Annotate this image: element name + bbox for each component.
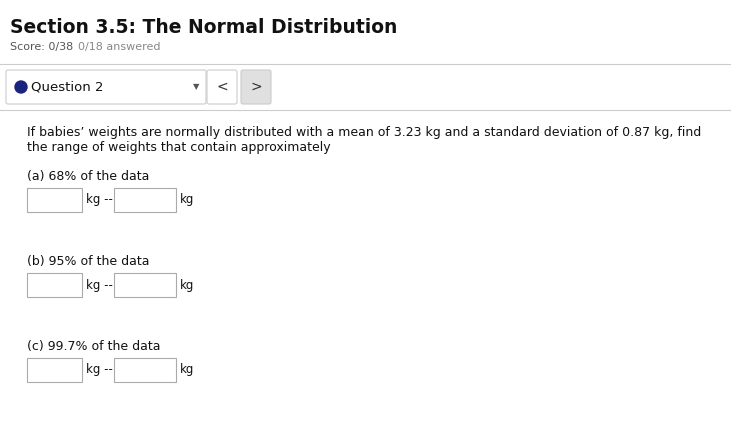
Text: (b) 95% of the data: (b) 95% of the data (27, 255, 150, 268)
Text: the range of weights that contain approximately: the range of weights that contain approx… (27, 141, 330, 154)
Text: kg --: kg -- (86, 278, 113, 291)
Text: Section 3.5: The Normal Distribution: Section 3.5: The Normal Distribution (10, 18, 398, 37)
Text: ▼: ▼ (193, 82, 200, 91)
Text: kg: kg (180, 278, 194, 291)
Text: (c) 99.7% of the data: (c) 99.7% of the data (27, 340, 161, 353)
FancyBboxPatch shape (114, 358, 176, 382)
Text: 0/18 answered: 0/18 answered (78, 42, 161, 52)
FancyBboxPatch shape (114, 273, 176, 297)
Text: kg: kg (180, 363, 194, 376)
FancyBboxPatch shape (27, 358, 82, 382)
FancyBboxPatch shape (27, 273, 82, 297)
Text: <: < (216, 80, 228, 94)
FancyBboxPatch shape (6, 70, 206, 104)
FancyBboxPatch shape (207, 70, 237, 104)
Text: kg: kg (180, 193, 194, 206)
Circle shape (15, 81, 27, 93)
Text: Score: 0/38: Score: 0/38 (10, 42, 73, 52)
Text: kg --: kg -- (86, 193, 113, 206)
Text: kg --: kg -- (86, 363, 113, 376)
FancyBboxPatch shape (114, 188, 176, 212)
FancyBboxPatch shape (27, 188, 82, 212)
Text: If babies’ weights are normally distributed with a mean of 3.23 kg and a standar: If babies’ weights are normally distribu… (27, 126, 701, 139)
Text: >: > (250, 80, 262, 94)
FancyBboxPatch shape (241, 70, 271, 104)
Text: Question 2: Question 2 (31, 80, 104, 93)
Text: (a) 68% of the data: (a) 68% of the data (27, 170, 149, 183)
